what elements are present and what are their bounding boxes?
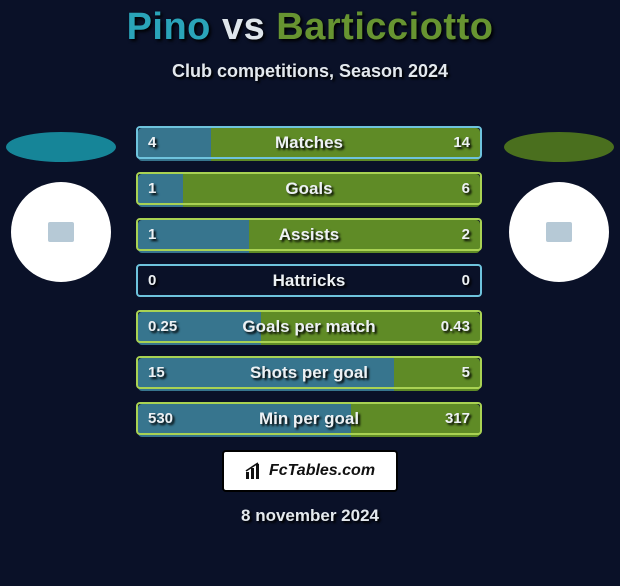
player2-head-icon [504,132,614,162]
stat-value-right: 0 [462,266,470,295]
stat-value-left: 1 [148,174,156,203]
player1-head-icon [6,132,116,162]
stat-value-left: 530 [148,404,173,433]
stat-label: Matches [138,128,480,157]
brand-text: FcTables.com [269,462,375,480]
stat-value-right: 2 [462,220,470,249]
stat-value-right: 317 [445,404,470,433]
stat-label: Hattricks [138,266,480,295]
stat-row: Hattricks0 0 [136,264,482,297]
stat-row: Min per goal530 317 [136,402,482,435]
stat-value-left: 0 [148,266,156,295]
stats-container: Matches414Goals16Assists12Hattricks00Goa… [136,126,482,448]
stat-value-left: 4 [148,128,156,157]
stat-value-right: 14 [453,128,470,157]
player2-column [504,126,614,282]
stat-value-right: 6 [462,174,470,203]
stat-label: Shots per goal [138,358,480,387]
stat-label: Min per goal [138,404,480,433]
player2-shirt-icon [509,182,609,282]
title-vs: vs [222,6,265,48]
stat-row: Matches4 14 [136,126,482,159]
stat-row: Shots per goal15 5 [136,356,482,389]
brand-badge[interactable]: FcTables.com [222,450,398,492]
player1-column [6,126,116,282]
player2-name: Barticciotto [276,6,493,48]
chart-icon [245,462,263,480]
stat-value-left: 0.25 [148,312,177,341]
stat-value-right: 0.43 [441,312,470,341]
stat-label: Goals [138,174,480,203]
stat-row: Goals per match0.25 0.43 [136,310,482,343]
stat-label: Assists [138,220,480,249]
stat-value-left: 15 [148,358,165,387]
footer-date: 8 november 2024 [0,506,620,526]
player1-shirt-icon [11,182,111,282]
stat-label: Goals per match [138,312,480,341]
stat-value-left: 1 [148,220,156,249]
player1-name: Pino [127,6,211,48]
subtitle: Club competitions, Season 2024 [0,61,620,82]
stat-row: Assists1 2 [136,218,482,251]
stat-value-right: 5 [462,358,470,387]
stat-row: Goals1 6 [136,172,482,205]
comparison-title: Pino vs Barticciotto [0,6,620,49]
